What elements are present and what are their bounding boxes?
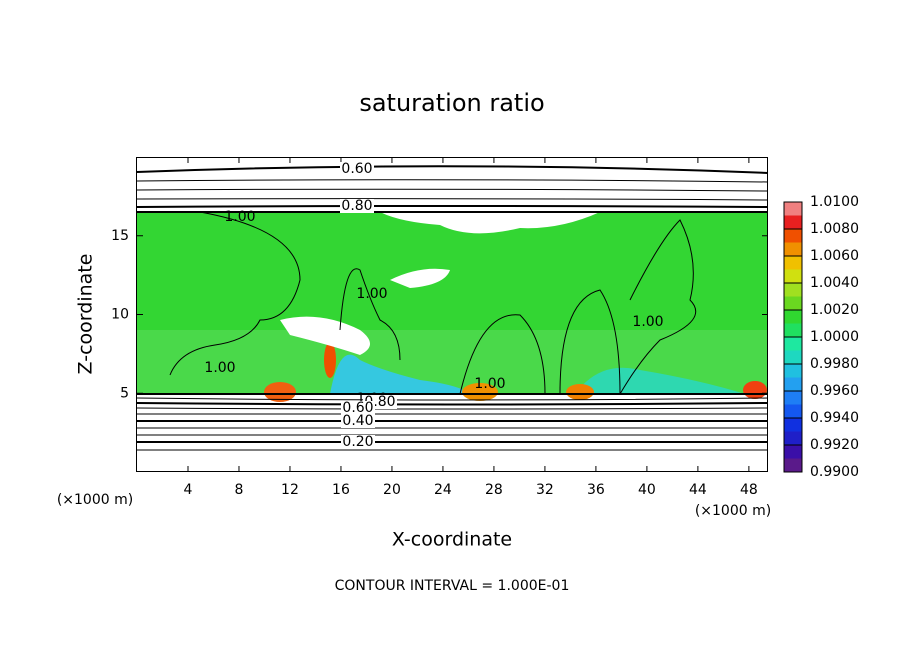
field-patch <box>575 367 745 394</box>
x-tick-label: 36 <box>587 482 605 498</box>
colorbar-swatch <box>784 323 802 337</box>
contour-label: 0.80 <box>341 198 372 214</box>
y-tick-label: 5 <box>120 385 129 401</box>
x-tick-label: 48 <box>740 482 758 498</box>
field <box>137 211 768 402</box>
contour-label: 1.00 <box>632 314 663 330</box>
colorbar-tick-label: 0.9900 <box>810 464 859 480</box>
field-patch <box>743 381 767 399</box>
colorbar-tick-label: 1.0100 <box>810 194 859 210</box>
x-tick-label: 20 <box>383 482 401 498</box>
contour-line <box>136 397 769 401</box>
colorbar-tick-label: 1.0000 <box>810 329 859 345</box>
x-tick-label: 12 <box>281 482 299 498</box>
colorbar-swatch <box>784 377 802 391</box>
contour-line <box>619 219 697 395</box>
colorbar-swatch <box>784 296 802 310</box>
colorbar-tick-label: 0.9940 <box>810 410 859 426</box>
contour-label-bg <box>340 162 374 176</box>
colorbar-swatch <box>784 202 802 216</box>
contours-upper <box>136 165 769 208</box>
colorbar-swatch <box>784 215 802 229</box>
contour-label-bg <box>341 414 375 428</box>
field-blank <box>280 316 370 355</box>
x-tick-label: 16 <box>332 482 350 498</box>
field-blank <box>380 212 600 234</box>
colorbar-tick-label: 1.0040 <box>810 275 859 291</box>
field-patch <box>264 382 296 402</box>
contour-label: 1.00 <box>356 286 387 302</box>
contour-line <box>136 205 769 208</box>
contour-label: 0.20 <box>342 434 373 450</box>
contour-line <box>136 434 769 436</box>
colorbar-swatch <box>784 256 802 270</box>
x-tick-label: 8 <box>235 482 244 498</box>
field-patch <box>330 354 470 394</box>
colorbar-swatch <box>784 229 802 243</box>
y-tick-label: 15 <box>111 228 129 244</box>
contour-label-bg <box>341 435 375 449</box>
contours-lower <box>136 397 769 451</box>
colorbar-swatch <box>784 418 802 432</box>
contour-label: 1.00 <box>204 360 235 376</box>
contour-line <box>136 407 769 410</box>
colorbar-swatch <box>784 404 802 418</box>
x-tick-label: 4 <box>184 482 193 498</box>
x-tick-label: 24 <box>434 482 452 498</box>
contour-line <box>136 165 769 174</box>
contour-line <box>136 449 769 451</box>
field-blank <box>390 268 450 288</box>
x-tick-label: 44 <box>689 482 707 498</box>
contour-label: 0.60 <box>342 400 373 416</box>
y-tick-label: 10 <box>111 307 129 323</box>
colorbar-tick-label: 0.9980 <box>810 356 859 372</box>
x-tick-label: 28 <box>485 482 503 498</box>
colorbar-swatch <box>784 350 802 364</box>
contour-line <box>136 413 769 415</box>
colorbar-tick-label: 0.9960 <box>810 383 859 399</box>
colorbar-swatch <box>784 445 802 459</box>
contour-line <box>459 314 546 395</box>
contour-line <box>136 198 769 201</box>
colorbar-swatch <box>784 283 802 297</box>
colorbar-swatch <box>784 458 802 472</box>
y-axis-label: Z-coordinate <box>75 254 97 375</box>
colorbar-swatch <box>784 269 802 283</box>
field-patch <box>462 383 498 401</box>
contour-line <box>136 179 769 183</box>
contour-label: 0.60 <box>341 161 372 177</box>
colorbar-tick-label: 1.0080 <box>810 221 859 237</box>
x-axis-label: X-coordinate <box>392 529 512 551</box>
contour-label-bg <box>340 199 374 213</box>
colorbar-swatch <box>784 364 802 378</box>
colorbar-swatch <box>784 337 802 351</box>
contour-line <box>136 402 769 406</box>
colorbar-tick-label: 0.9920 <box>810 437 859 453</box>
colorbar-swatch <box>784 242 802 256</box>
contour-label: 0.40 <box>342 413 373 429</box>
colorbar-tick-label: 1.0060 <box>810 248 859 264</box>
y-units: (×1000 m) <box>57 492 133 508</box>
contour-label: 1.00 <box>474 376 505 392</box>
x-tick-label: 40 <box>638 482 656 498</box>
footnote: CONTOUR INTERVAL = 1.000E-01 <box>335 578 570 594</box>
x-units: (×1000 m) <box>695 503 771 519</box>
contour-line <box>339 268 401 361</box>
field-patch <box>566 384 594 400</box>
contour-label-bg <box>341 401 375 415</box>
contour-line <box>559 289 621 395</box>
contour-label: 1.00 <box>224 209 255 225</box>
chart-title: saturation ratio <box>359 89 544 117</box>
contour-line <box>136 440 769 443</box>
contour-line <box>169 211 301 376</box>
contour-line <box>136 188 769 192</box>
colorbar-tick-label: 1.0020 <box>810 302 859 318</box>
field-patch <box>324 342 336 378</box>
colorbar-swatch <box>784 431 802 445</box>
x-tick-label: 32 <box>536 482 554 498</box>
colorbar-swatch <box>784 391 802 405</box>
colorbar-swatch <box>784 310 802 324</box>
